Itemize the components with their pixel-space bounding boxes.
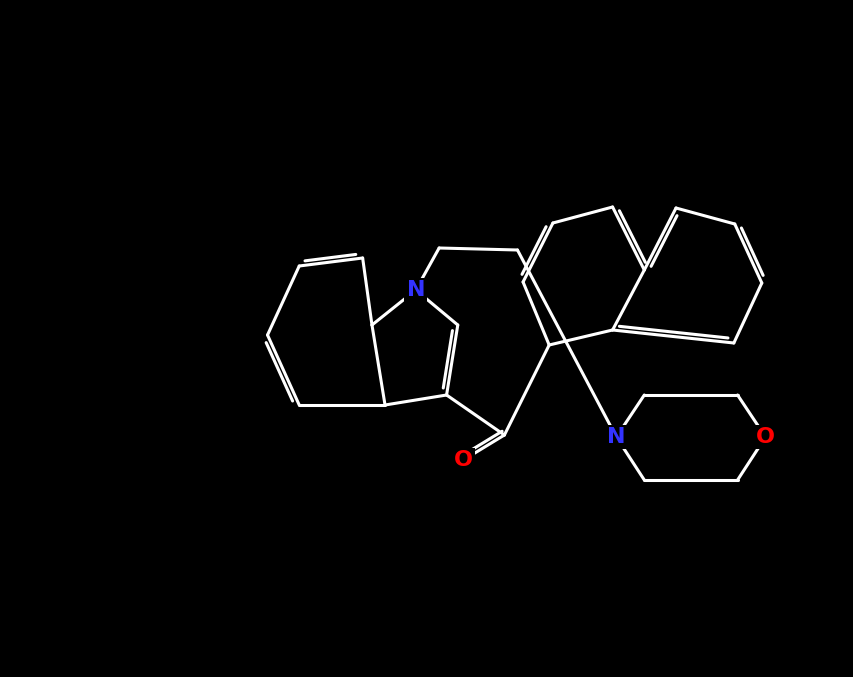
Text: O: O <box>755 427 775 447</box>
Text: N: N <box>406 280 425 300</box>
Text: O: O <box>453 450 473 470</box>
Text: N: N <box>606 427 625 447</box>
